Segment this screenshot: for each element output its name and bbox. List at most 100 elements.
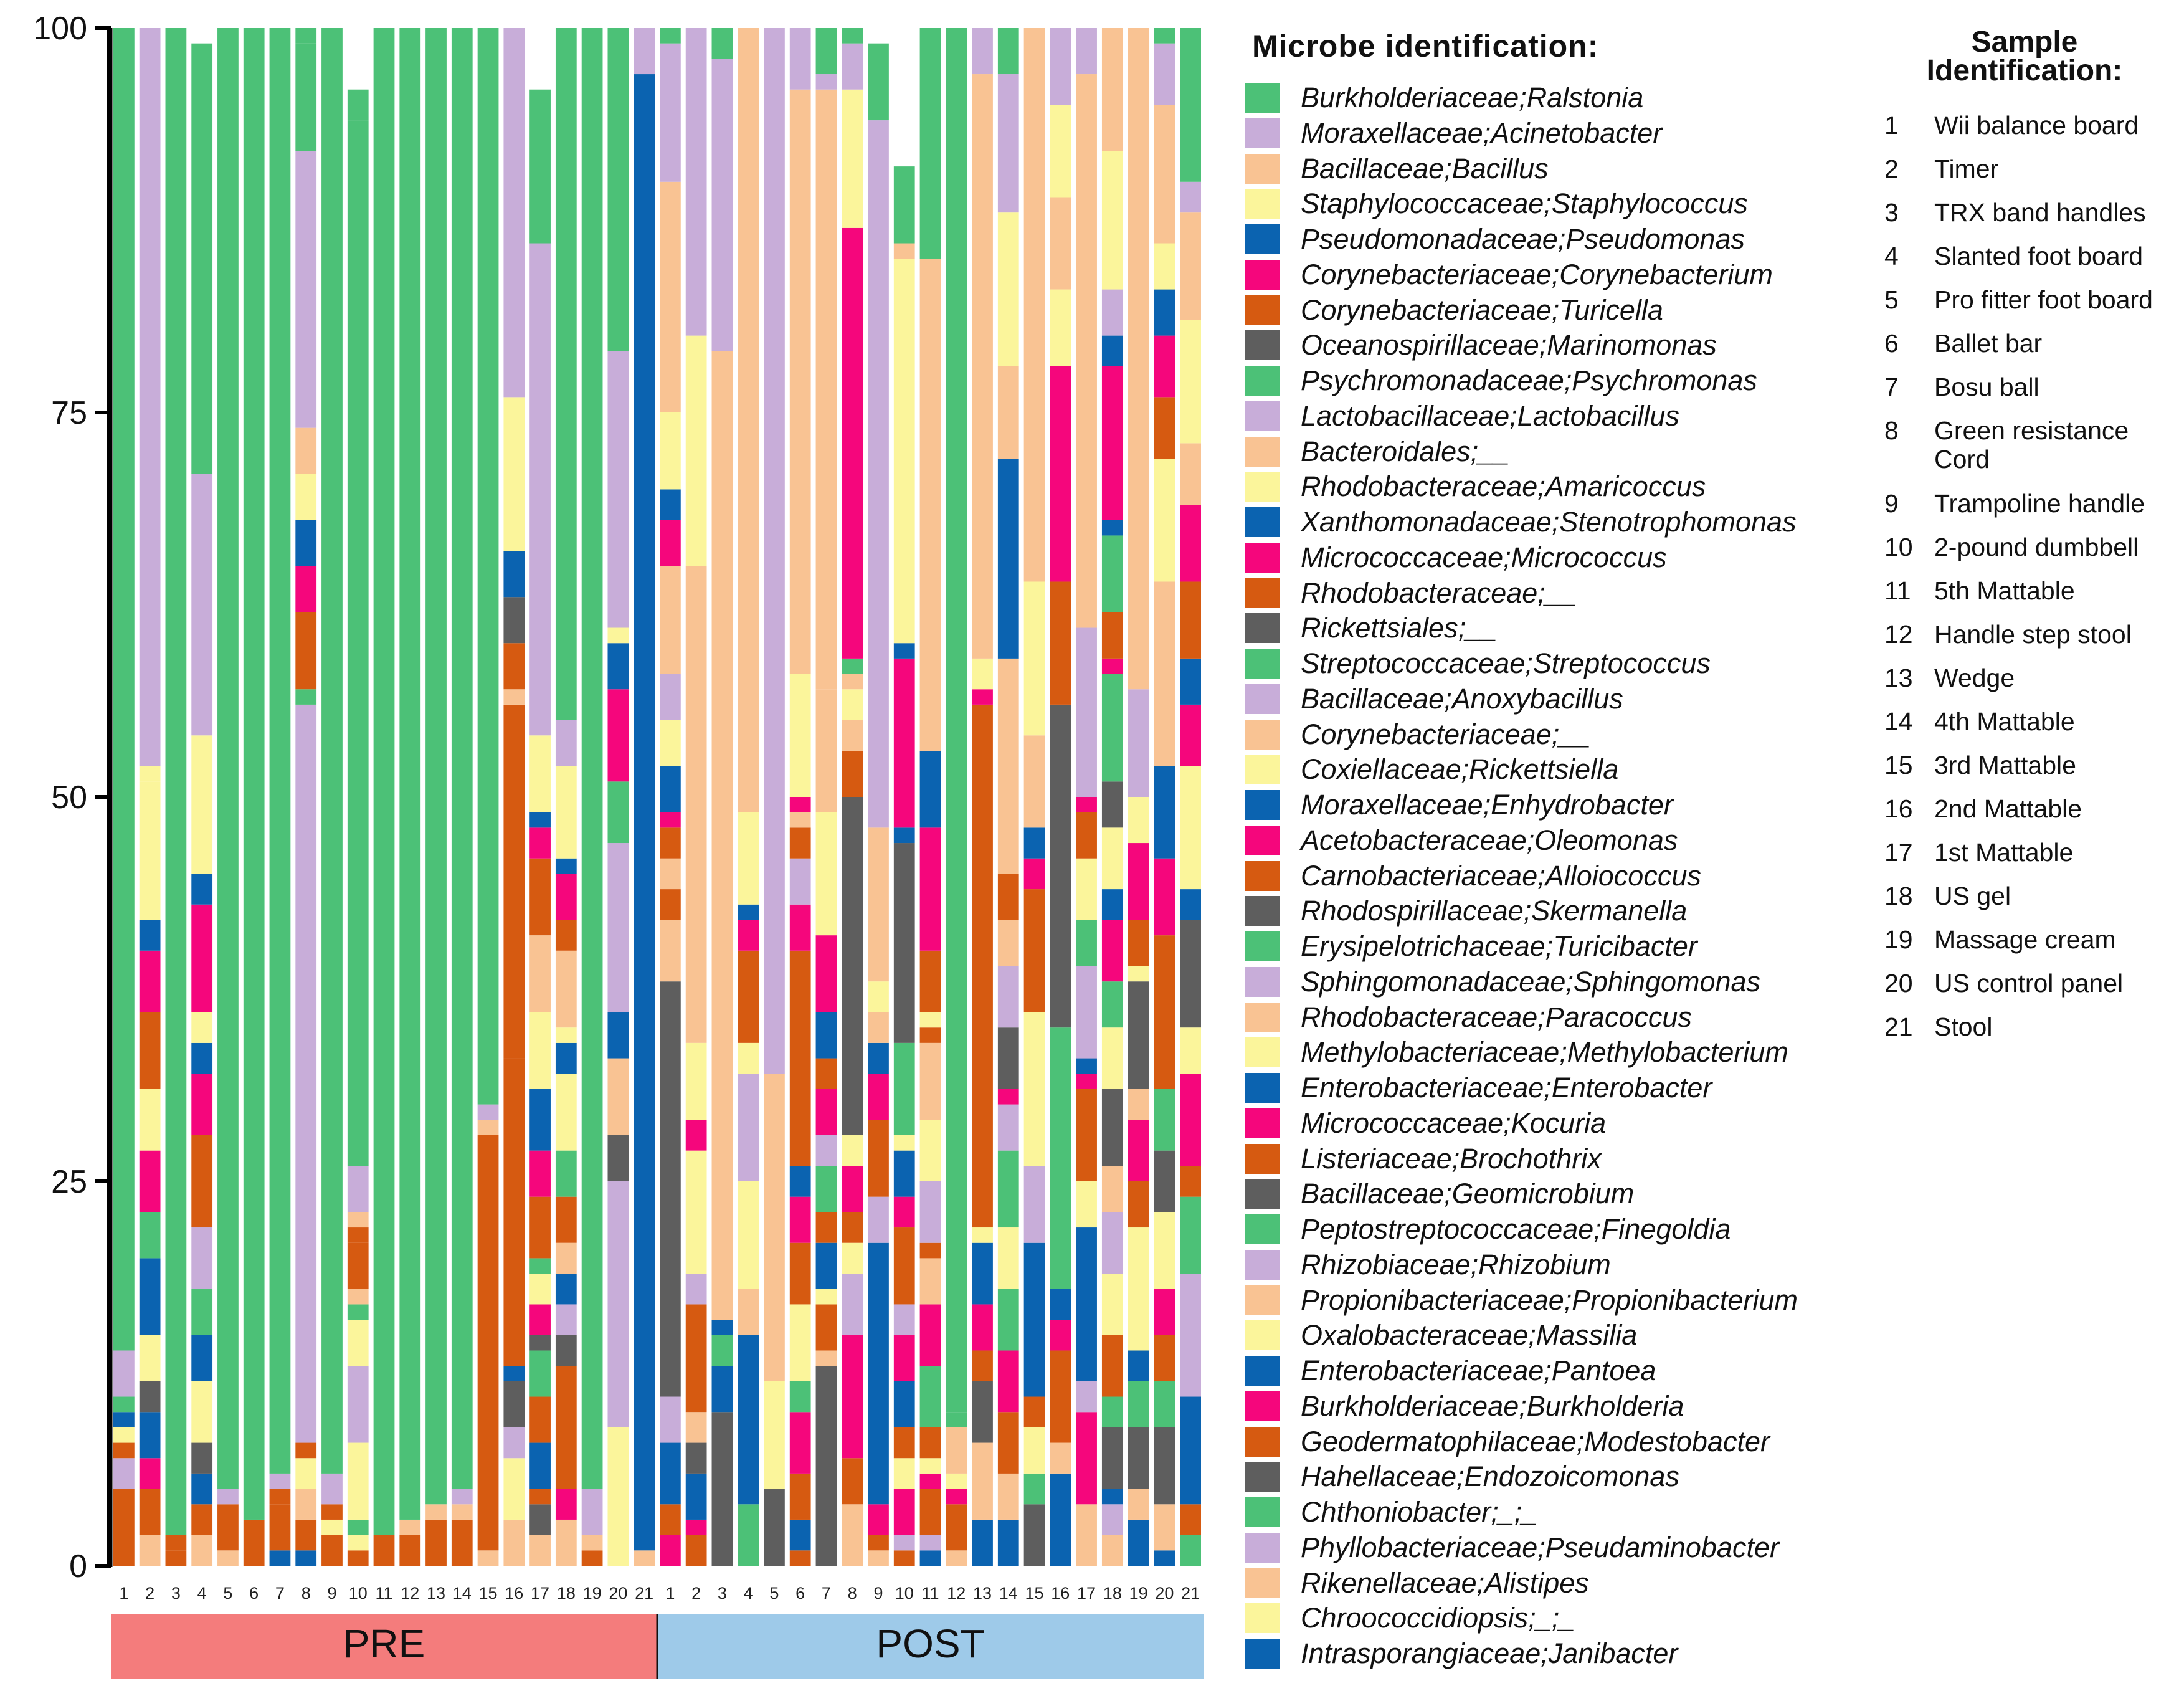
- bar-segment: [997, 212, 1019, 366]
- bar-pre-1: [113, 28, 135, 1566]
- bar-pre-14: [451, 28, 473, 1566]
- legend-label: Chthoniobacter;_;_: [1301, 1496, 1538, 1528]
- bar-segment: [1154, 105, 1175, 244]
- legend-item: Rickettsiales;__: [1245, 611, 1497, 645]
- bar-segment: [295, 1519, 317, 1551]
- bar-segment: [919, 1473, 941, 1489]
- bar-segment: [1180, 581, 1201, 659]
- bar-pre-9: [321, 28, 343, 1566]
- bar-segment: [295, 427, 317, 474]
- legend-item: Coxiellaceae;Rickettsiella: [1245, 753, 1618, 786]
- bar-pre-7: [269, 28, 291, 1566]
- bar-segment: [634, 74, 655, 1551]
- bar-segment: [815, 1350, 837, 1366]
- bar-segment: [919, 28, 941, 259]
- bar-segment: [1050, 704, 1071, 1028]
- x-tick-label: 16: [505, 1584, 523, 1603]
- y-tick-label: 100: [33, 11, 87, 47]
- legend-item: Xanthomonadaceae;Stenotrophomonas: [1245, 505, 1797, 539]
- legend-swatch: [1245, 684, 1280, 714]
- bar-segment: [919, 1120, 941, 1181]
- legend-label: Geodermatophilaceae;Modestobacter: [1301, 1425, 1770, 1457]
- bar-segment: [139, 920, 161, 951]
- sample-item: 17 1st Mattable: [1884, 838, 2073, 867]
- bar-post-18: [1101, 28, 1123, 1566]
- bar-segment: [113, 1427, 135, 1443]
- bar-segment: [1076, 797, 1097, 812]
- bar-segment: [919, 1489, 941, 1535]
- legend-label: Intrasporangiaceae;Janibacter: [1301, 1637, 1678, 1669]
- legend-label: Chroococcidiopsis;_;_: [1301, 1602, 1575, 1634]
- bar-segment: [503, 643, 525, 690]
- bar-segment: [295, 1442, 317, 1459]
- bar-segment: [347, 1166, 369, 1212]
- bar-segment: [893, 259, 915, 644]
- bar-segment: [1101, 151, 1123, 290]
- bar-segment: [399, 1519, 421, 1535]
- sample-item: 1 Wii balance board: [1884, 111, 2139, 140]
- group-label-post: POST: [876, 1621, 984, 1666]
- bar-segment: [685, 1519, 707, 1535]
- bar-segment: [789, 1242, 811, 1305]
- bar-segment: [1154, 289, 1175, 336]
- bar-segment: [789, 858, 811, 905]
- bar-segment: [815, 1289, 837, 1305]
- bar-segment: [738, 1074, 759, 1181]
- legend-swatch: [1245, 1356, 1280, 1386]
- bar-segment: [660, 812, 681, 828]
- bar-segment: [764, 1074, 785, 1381]
- bar-segment: [997, 1412, 1019, 1474]
- bar-segment: [321, 1504, 343, 1520]
- bar-segment: [529, 827, 551, 859]
- bar-segment: [660, 920, 681, 982]
- bar-segment: [347, 1550, 369, 1566]
- sample-number: 17: [1884, 838, 1913, 867]
- bar-post-15: [1023, 28, 1045, 1566]
- sample-name: Bosu ball: [1934, 373, 2039, 401]
- bar-segment: [555, 858, 577, 874]
- legend-item: Bacillaceae;Anoxybacillus: [1245, 682, 1623, 716]
- bar-segment: [815, 1135, 837, 1166]
- legend-swatch: [1245, 259, 1280, 290]
- x-tick-label: 20: [609, 1584, 627, 1603]
- legend-label: Rikenellaceae;Alistipes: [1301, 1566, 1589, 1599]
- sample-number: 7: [1884, 373, 1899, 401]
- bar-segment: [269, 1550, 291, 1566]
- bar-segment: [1180, 889, 1201, 920]
- legend-label: Xanthomonadaceae;Stenotrophomonas: [1301, 506, 1797, 538]
- legend-item: Burkholderiaceae;Ralstonia: [1245, 81, 1643, 115]
- legend-label: Enterobacteriaceae;Enterobacter: [1301, 1072, 1712, 1103]
- bar-segment: [139, 766, 161, 782]
- bar-segment: [893, 1335, 915, 1381]
- bar-segment: [581, 1535, 603, 1551]
- x-tick-label: 13: [973, 1584, 992, 1603]
- sample-name: TRX band handles: [1934, 198, 2146, 227]
- bar-segment: [529, 89, 551, 244]
- sample-name: 4th Mattable: [1934, 707, 2075, 736]
- bar-segment: [607, 689, 629, 782]
- bar-segment: [295, 43, 317, 151]
- bar-segment: [997, 1150, 1019, 1228]
- bar-segment: [1076, 1074, 1097, 1089]
- legend-item: Bacillaceae;Geomicrobium: [1245, 1177, 1634, 1211]
- bar-segment: [1154, 1335, 1175, 1381]
- bar-segment: [555, 1366, 577, 1489]
- bar-segment: [243, 1535, 265, 1566]
- bar-segment: [660, 566, 681, 674]
- sample-number: 14: [1884, 707, 1913, 736]
- bar-segment: [1154, 1289, 1175, 1335]
- bar-segment: [997, 1104, 1019, 1151]
- sample-item: 15 3rd Mattable: [1884, 751, 2076, 779]
- bar-segment: [269, 28, 291, 1474]
- sample-number: 1: [1884, 111, 1899, 140]
- bar-segment: [191, 59, 213, 474]
- bar-segment: [893, 166, 915, 244]
- legend-item: Moraxellaceae;Enhydrobacter: [1245, 788, 1673, 822]
- bar-segment: [946, 1550, 967, 1566]
- x-tick-label: 14: [999, 1584, 1018, 1603]
- bar-segment: [868, 1012, 889, 1043]
- bar-segment: [1128, 1519, 1149, 1566]
- bar-segment: [919, 1304, 941, 1366]
- bar-segment: [295, 520, 317, 566]
- bar-segment: [919, 1027, 941, 1043]
